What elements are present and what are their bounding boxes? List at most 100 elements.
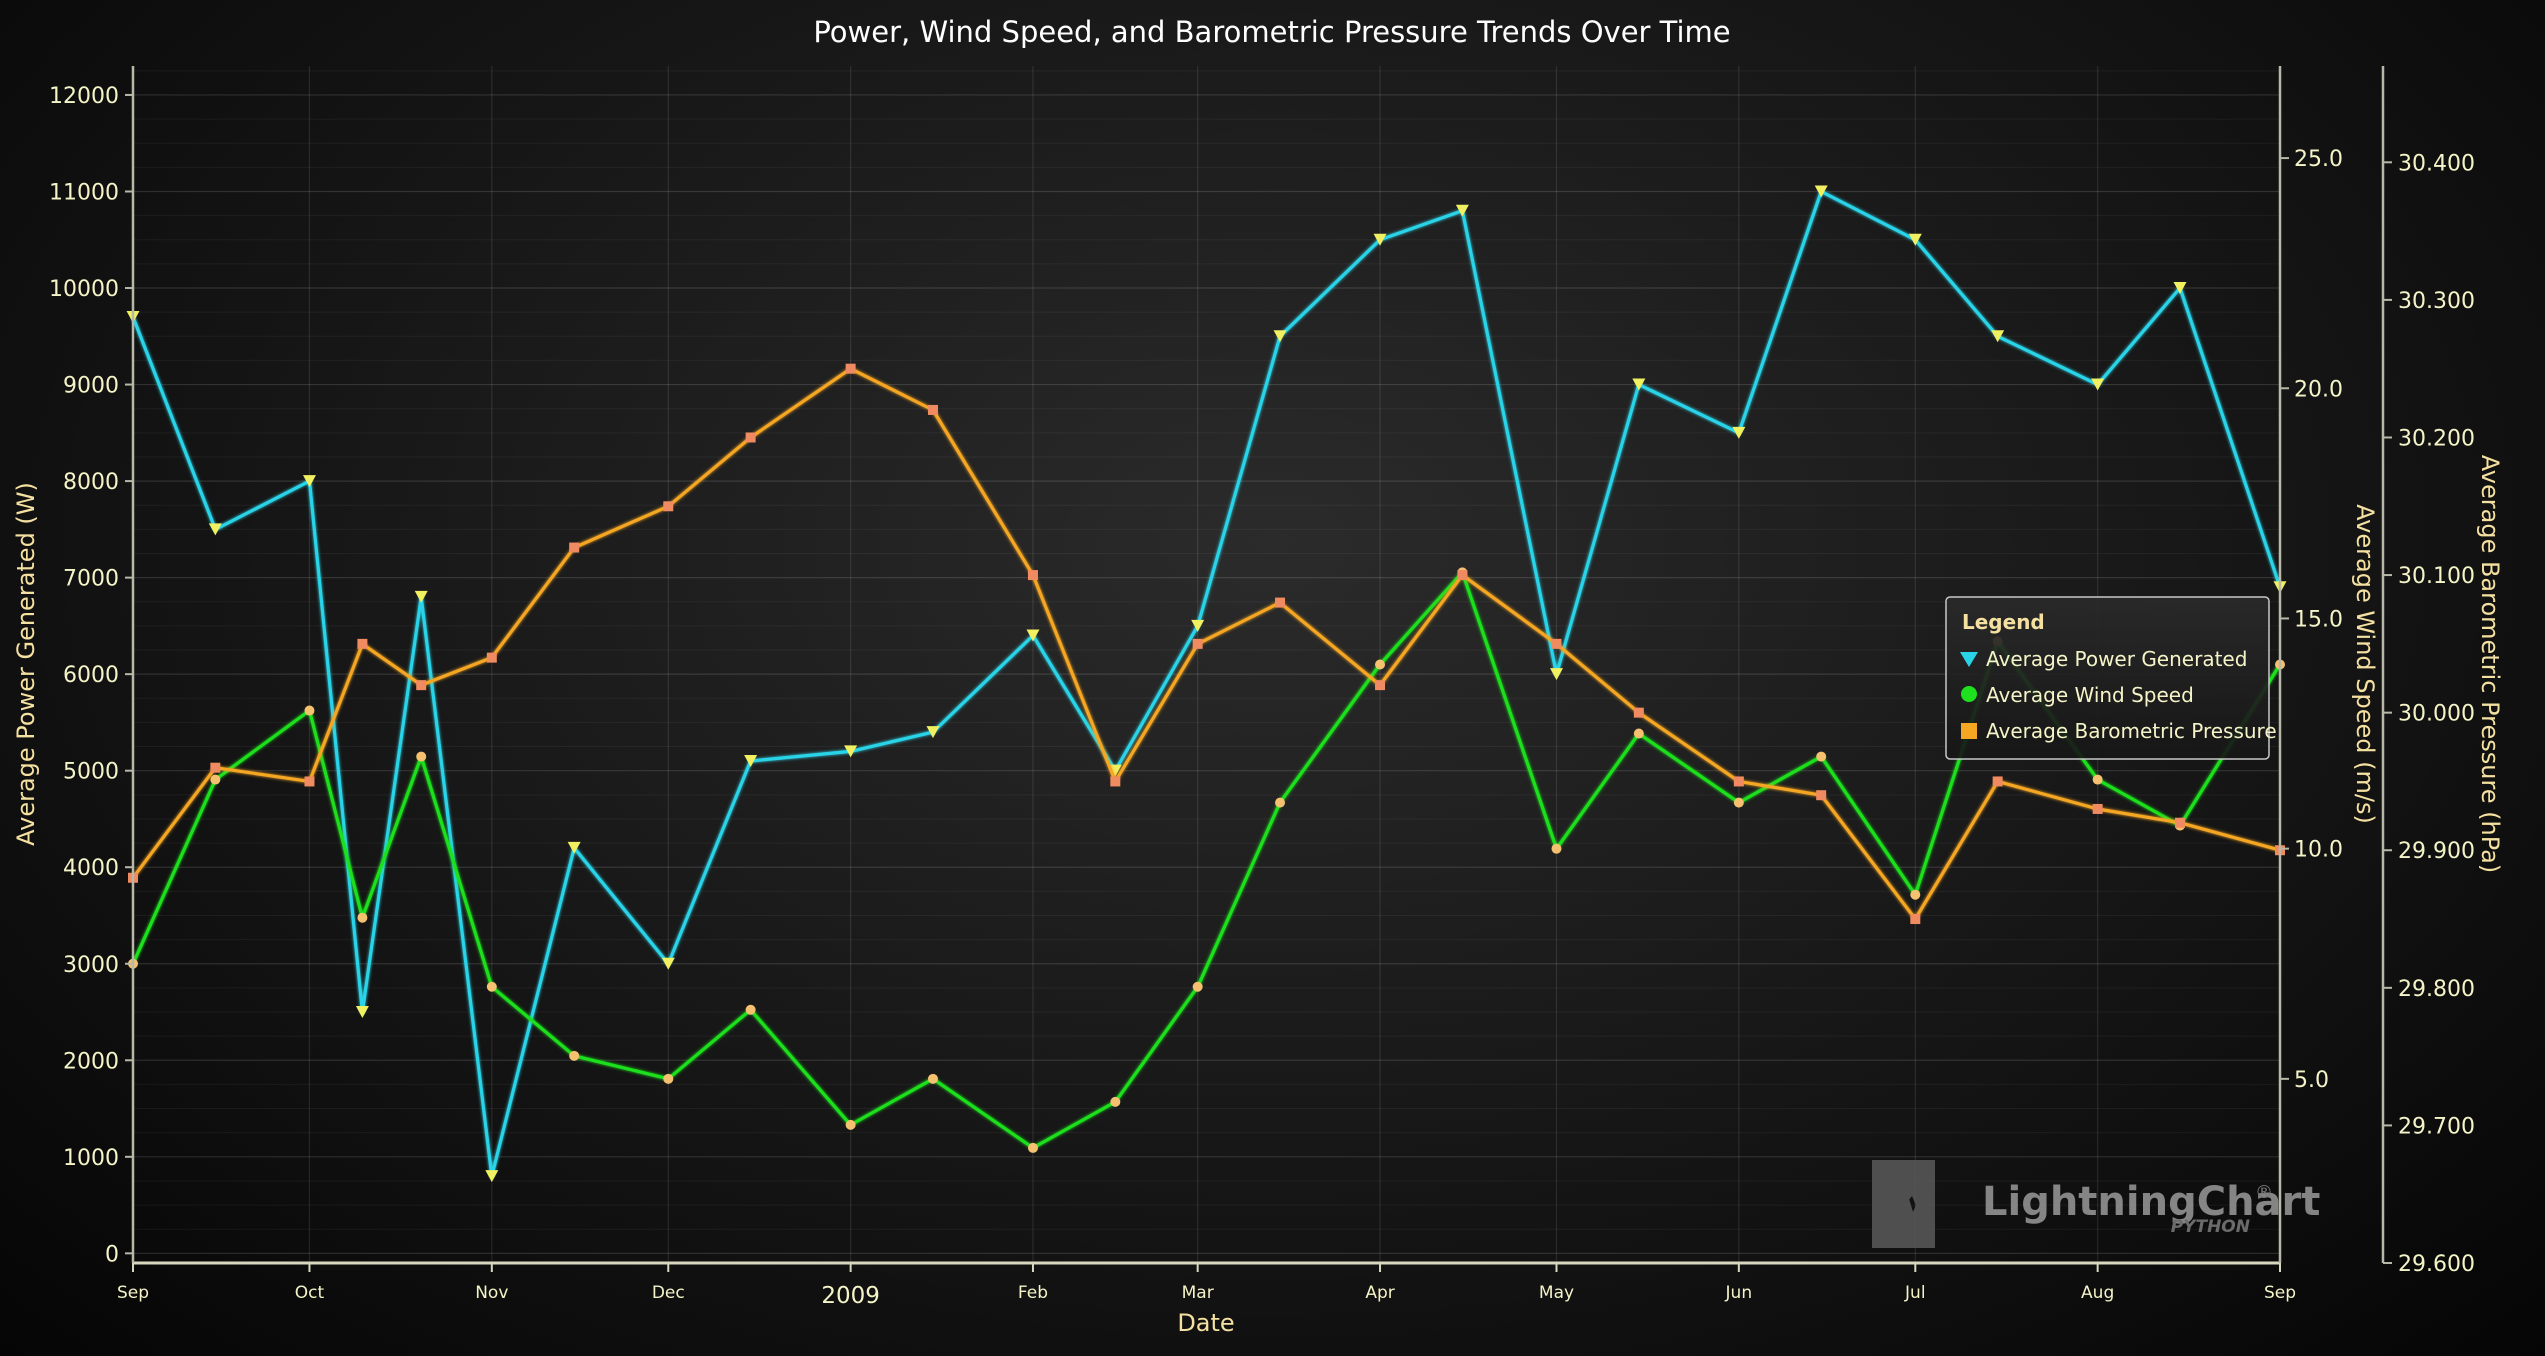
data-point-average-wind-speed (663, 1073, 674, 1084)
legend-entry-pressure: Average Barometric Pressure (1986, 719, 2277, 743)
y-tick-label: 4000 (63, 856, 119, 881)
axis-ticks: 0 1000 2000 3000 4000 5000 6000 7000 8000 9000 100… (49, 84, 2475, 1309)
y-tick-label: 7000 (63, 567, 119, 592)
data-point-average-wind-speed (1733, 797, 1744, 808)
data-point-average-power-generated (1908, 233, 1922, 246)
data-point-average-wind-speed (2092, 774, 2103, 785)
y-axis-left-label: Average Power Generated (W) (12, 482, 40, 846)
data-point-average-power-generated (661, 957, 675, 970)
data-point-average-barometric-pressure (1816, 790, 1827, 801)
data-point-average-wind-speed (1275, 797, 1286, 808)
series-line-average-barometric-pressure (131, 367, 2281, 921)
legend-square-icon (1961, 723, 1977, 739)
pressure-tick-label: 30.200 (2398, 426, 2475, 451)
data-point-average-wind-speed (1910, 889, 1921, 900)
data-point-average-barometric-pressure (745, 432, 756, 443)
x-tick-label: Jul (1904, 1283, 1926, 1303)
data-point-average-power-generated (1273, 330, 1287, 343)
x-tick-label: Sep (2264, 1283, 2296, 1303)
data-point-average-barometric-pressure (1733, 776, 1744, 787)
data-point-average-wind-speed (304, 705, 315, 716)
data-point-average-wind-speed (1027, 1142, 1038, 1153)
data-point-average-power-generated (414, 590, 428, 603)
data-point-average-wind-speed (1633, 728, 1644, 739)
y-tick-label: 2000 (63, 1049, 119, 1074)
data-point-average-barometric-pressure (569, 542, 580, 553)
y-tick-label: 8000 (63, 470, 119, 495)
x-tick-label: 2009 (821, 1283, 880, 1309)
data-point-average-barometric-pressure (1275, 597, 1286, 608)
x-axis-label: Date (1177, 1309, 1234, 1337)
y-tick-label: 6000 (63, 663, 119, 688)
data-point-average-power-generated (302, 475, 316, 488)
x-tick-label: Apr (1365, 1283, 1394, 1303)
y-tick-label: 1000 (63, 1146, 119, 1171)
wind-tick-label: 25.0 (2294, 147, 2343, 172)
wind-tick-label: 10.0 (2294, 838, 2343, 863)
watermark-sub: PYTHON (2171, 1217, 2250, 1237)
legend: Legend Average Power Generated Average W… (1945, 596, 2277, 760)
x-tick-label: Jun (1725, 1283, 1753, 1303)
watermark-trademark: ® (2255, 1182, 2273, 1203)
data-point-average-barometric-pressure (1457, 570, 1468, 581)
data-point-average-wind-speed (1375, 659, 1386, 670)
x-tick-label: Mar (1182, 1283, 1214, 1303)
data-point-average-wind-speed (927, 1073, 938, 1084)
pressure-tick-label: 30.300 (2398, 289, 2475, 314)
data-point-average-power-generated (1549, 668, 1563, 681)
legend-circle-icon (1961, 686, 1977, 702)
watermark-logo: LightningChart ® PYTHON (1872, 1160, 2320, 1248)
pressure-tick-label: 29.700 (2398, 1114, 2475, 1139)
legend-entry-power: Average Power Generated (1986, 647, 2247, 671)
data-point-average-power-generated (1732, 426, 1746, 439)
wind-tick-label: 5.0 (2294, 1068, 2329, 1093)
data-point-average-wind-speed (1551, 843, 1562, 854)
pressure-tick-label: 29.600 (2398, 1252, 2475, 1277)
data-point-average-barometric-pressure (416, 680, 427, 691)
data-point-average-barometric-pressure (304, 776, 315, 787)
pressure-tick-label: 30.100 (2398, 564, 2475, 589)
y-tick-label: 5000 (63, 760, 119, 785)
data-point-average-barometric-pressure (1375, 680, 1386, 691)
data-point-average-wind-speed (1110, 1096, 1121, 1107)
x-tick-label: Dec (652, 1283, 685, 1303)
wind-tick-label: 15.0 (2294, 607, 2343, 632)
data-point-average-wind-speed (210, 774, 221, 785)
legend-triangle-icon (1960, 652, 1978, 667)
data-point-average-power-generated (1991, 330, 2005, 343)
y-tick-label: 0 (105, 1242, 119, 1267)
data-point-average-barometric-pressure (927, 404, 938, 415)
y-axis-pressure-label: Average Barometric Pressure (hPa) (2476, 455, 2504, 873)
series-line-average-wind-speed (131, 570, 2282, 1150)
legend-entry-wind: Average Wind Speed (1986, 683, 2194, 707)
data-point-average-wind-speed (416, 751, 427, 762)
data-point-average-barometric-pressure (1110, 776, 1121, 787)
data-point-average-barometric-pressure (357, 638, 368, 649)
data-point-average-power-generated (1373, 233, 1387, 246)
data-point-average-barometric-pressure (663, 501, 674, 512)
data-point-average-power-generated (1191, 619, 1205, 632)
data-point-average-wind-speed (357, 912, 368, 923)
y-tick-label: 10000 (49, 277, 119, 302)
data-point-average-barometric-pressure (486, 652, 497, 663)
data-point-average-power-generated (1108, 764, 1122, 777)
y-tick-label: 9000 (63, 374, 119, 399)
data-point-average-barometric-pressure (1027, 570, 1038, 581)
x-tick-label: Sep (117, 1283, 149, 1303)
pressure-tick-label: 30.000 (2398, 702, 2475, 727)
wind-tick-label: 20.0 (2294, 377, 2343, 402)
data-point-average-wind-speed (569, 1050, 580, 1061)
data-point-average-barometric-pressure (2092, 803, 2103, 814)
data-point-average-barometric-pressure (1551, 638, 1562, 649)
data-point-average-power-generated (926, 726, 940, 739)
x-tick-label: Oct (295, 1283, 325, 1303)
data-point-average-power-generated (2173, 282, 2187, 295)
x-tick-label: Nov (475, 1283, 508, 1303)
chart-title: Power, Wind Speed, and Barometric Pressu… (813, 15, 1730, 49)
data-point-average-power-generated (744, 755, 758, 768)
watermark-brand: LightningChart (1982, 1179, 2320, 1225)
data-point-average-wind-speed (1816, 751, 1827, 762)
x-tick-label: Aug (2081, 1283, 2114, 1303)
y-tick-label: 3000 (63, 953, 119, 978)
